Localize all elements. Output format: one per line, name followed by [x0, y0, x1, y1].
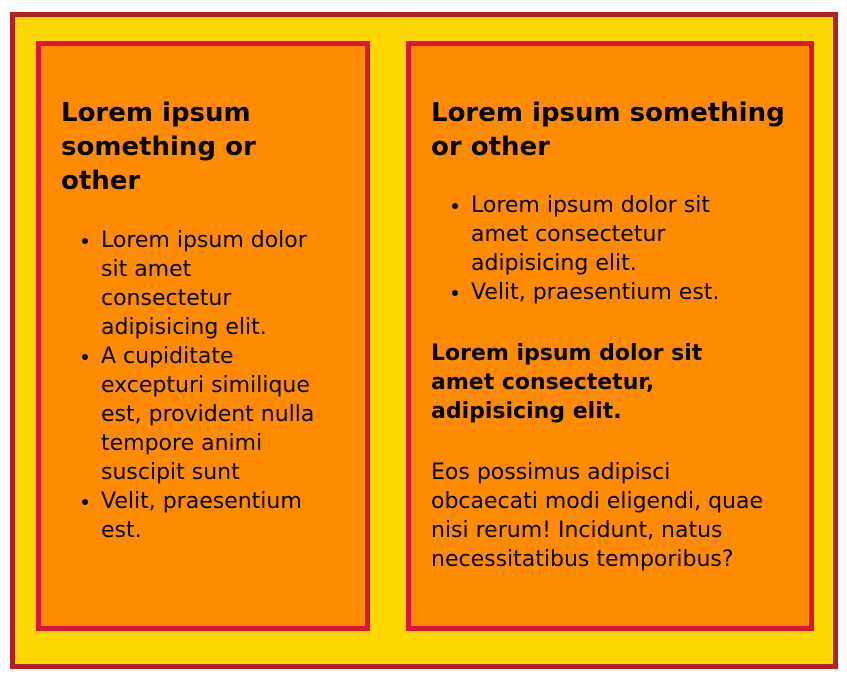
left-card: Lorem ipsum something or other Lorem ips…	[36, 41, 370, 631]
list-item: Velit, praesentium est.	[471, 278, 769, 307]
left-card-list: Lorem ipsum dolor sit amet consectetur a…	[41, 226, 321, 545]
list-item: A cupiditate excepturi similique est, pr…	[101, 342, 321, 487]
outer-container: Lorem ipsum something or other Lorem ips…	[10, 12, 838, 669]
list-item: Lorem ipsum dolor sit amet consectetur a…	[471, 191, 769, 278]
right-card: Lorem ipsum something or other Lorem ips…	[406, 41, 814, 631]
list-item: Velit, praesentium est.	[101, 487, 321, 545]
right-card-subheading: Lorem ipsum dolor sit amet consectetur, …	[431, 341, 703, 424]
left-card-heading: Lorem ipsum something or other	[61, 98, 256, 196]
right-card-heading: Lorem ipsum something or other	[431, 98, 785, 162]
list-item: Lorem ipsum dolor sit amet consectetur a…	[101, 226, 321, 342]
right-card-paragraph: Eos possimus adipisci obcaecati modi eli…	[431, 460, 763, 572]
right-card-list: Lorem ipsum dolor sit amet consectetur a…	[411, 191, 769, 307]
